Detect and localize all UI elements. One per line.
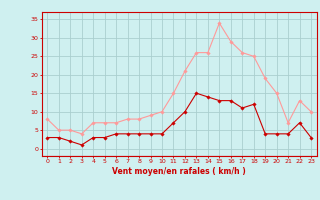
X-axis label: Vent moyen/en rafales ( km/h ): Vent moyen/en rafales ( km/h ): [112, 167, 246, 176]
